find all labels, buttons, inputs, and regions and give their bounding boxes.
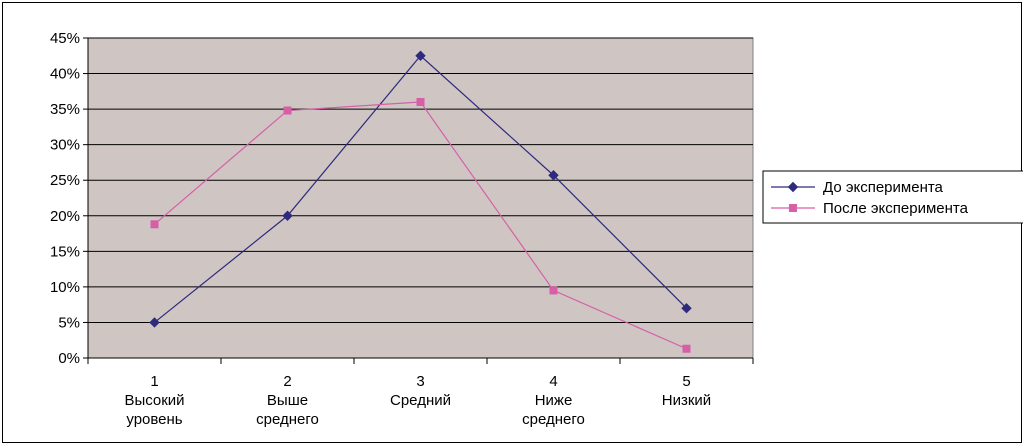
x-tick-label-line: Низкий — [662, 392, 711, 409]
series-1 — [149, 50, 692, 328]
x-tick-label-line: среднего — [522, 411, 585, 428]
axes — [83, 37, 754, 364]
legend-label: После эксперимента — [823, 200, 969, 217]
data-point-marker — [548, 170, 559, 181]
data-point-marker — [549, 286, 558, 295]
legend-label: До эксперимента — [823, 179, 944, 196]
y-tick-label: 30% — [50, 137, 80, 154]
series-layer — [149, 50, 692, 353]
plot-area — [87, 37, 754, 359]
y-tick-label: 35% — [50, 101, 80, 118]
x-tick-label-line: Выше — [267, 392, 308, 409]
data-point-marker — [150, 220, 159, 229]
x-tick-label-line: среднего — [256, 411, 319, 428]
data-point-marker — [149, 317, 160, 328]
legend: До эксперимента После эксперимента — [762, 170, 1023, 224]
x-tick-label-line: 5 — [682, 373, 690, 390]
data-point-marker — [789, 204, 797, 212]
y-tick-label: 15% — [50, 243, 80, 260]
data-point-marker — [283, 106, 292, 115]
x-tick-label: 2 Выше среднего — [256, 373, 319, 428]
y-tick-label: 40% — [50, 66, 80, 83]
x-tick-label-line: Средний — [390, 392, 451, 409]
x-tick-label: 3 Средний — [390, 373, 451, 409]
x-tick-label-line: 1 — [150, 373, 158, 390]
data-point-marker — [681, 303, 692, 314]
x-tick-label-line: 4 — [549, 373, 557, 390]
x-tick-label-line: 3 — [416, 373, 424, 390]
legend-item: После эксперимента — [771, 200, 969, 217]
x-tick-label-line: Ниже — [535, 392, 573, 409]
y-tick-label: 0% — [58, 350, 80, 367]
legend-item: До эксперимента — [771, 179, 944, 196]
data-point-marker — [787, 181, 799, 193]
y-tick-label: 20% — [50, 208, 80, 225]
x-tick-label: 1 Высокий уровень — [124, 373, 184, 428]
x-tick-label-line: 2 — [283, 373, 291, 390]
series-2 — [150, 98, 691, 353]
data-point-marker — [416, 98, 425, 106]
y-tick-label: 45% — [50, 30, 80, 47]
y-tick-label: 5% — [58, 314, 80, 331]
x-tick-label-line: Высокий — [124, 392, 184, 409]
data-point-marker — [682, 344, 691, 353]
line-chart: 0% 5% 10% 15% 20% 25% 30% 35% 40% 45% 1 Высокий уро… — [50, 30, 1023, 428]
plot-background — [87, 37, 754, 359]
data-point-marker — [282, 210, 293, 221]
x-tick-label: 5 Низкий — [662, 373, 711, 409]
x-axis-category-labels: 1 Высокий уровень 2 Выше среднего 3 Средний 4 Ниж… — [124, 373, 711, 428]
y-axis-tick-labels: 0% 5% 10% 15% 20% 25% 30% 35% 40% 45% — [50, 30, 80, 367]
x-tick-label-line: уровень — [126, 411, 182, 428]
legend-box — [762, 170, 1023, 224]
x-tick-label: 4 Ниже среднего — [522, 373, 585, 428]
data-point-marker — [415, 50, 426, 61]
y-tick-label: 10% — [50, 279, 80, 296]
y-tick-label: 25% — [50, 172, 80, 189]
